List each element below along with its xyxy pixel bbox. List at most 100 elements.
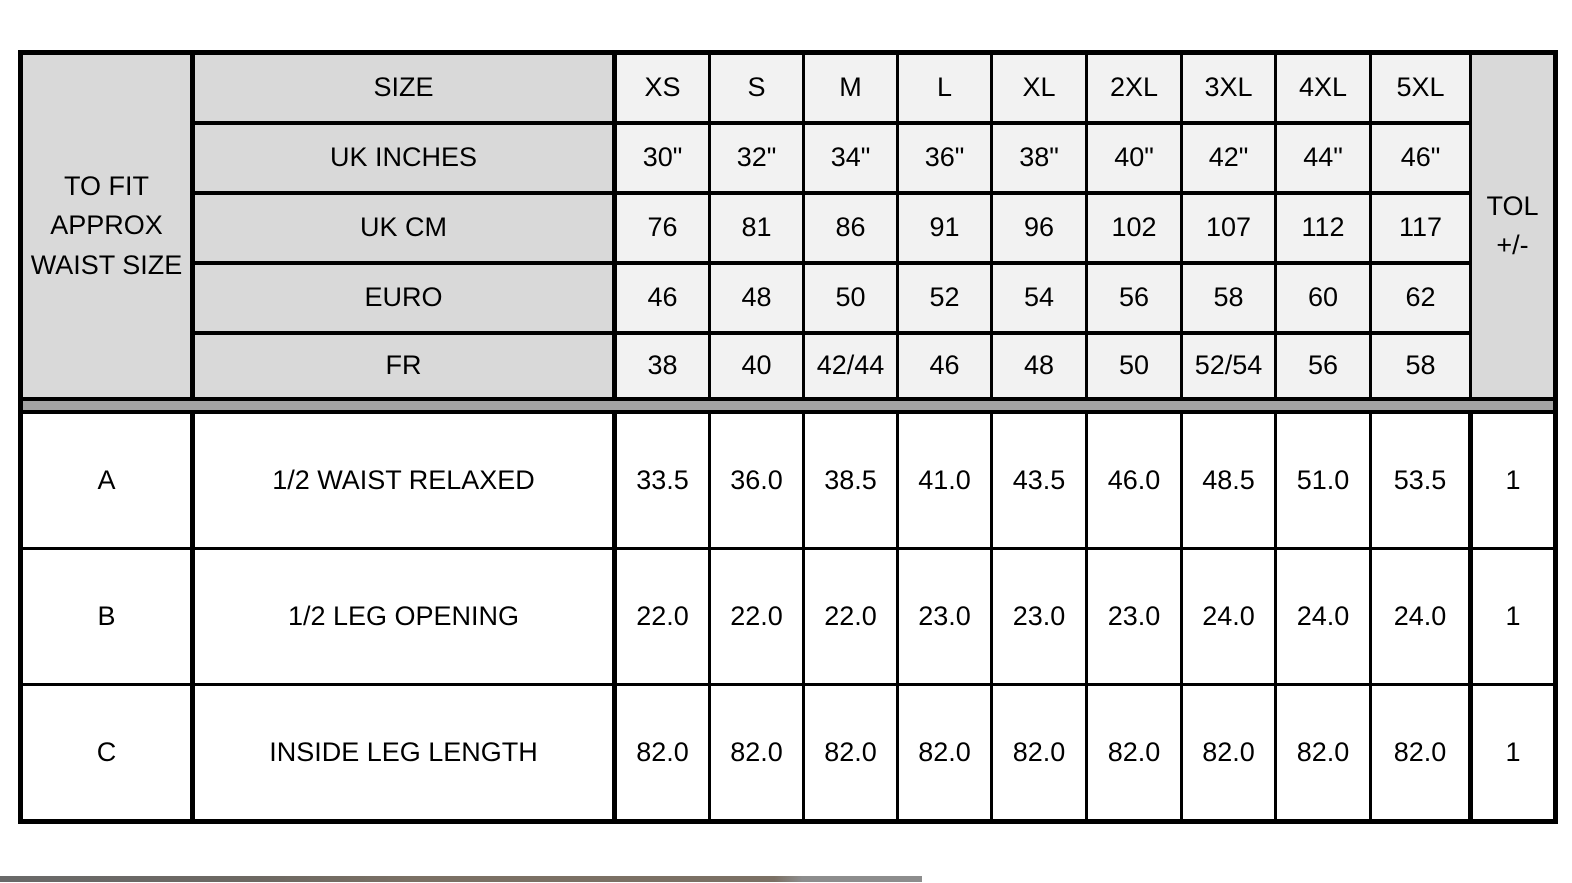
value-cell: 40 bbox=[708, 331, 805, 401]
value-cell: 38.5 bbox=[802, 410, 899, 550]
table-row-a: A 1/2 WAIST RELAXED 33.5 36.0 38.5 41.0 … bbox=[19, 410, 1557, 550]
value-cell: 40" bbox=[1085, 121, 1183, 195]
value-cell: 43.5 bbox=[990, 410, 1088, 550]
value-cell: 46 bbox=[612, 261, 711, 335]
row-key-cell: B bbox=[19, 547, 194, 686]
value-cell: 53.5 bbox=[1369, 410, 1472, 550]
value-cell: 46.0 bbox=[1085, 410, 1183, 550]
value-cell: 82.0 bbox=[613, 683, 711, 823]
value-cell: 36.0 bbox=[708, 410, 805, 550]
size-header-cell: XS bbox=[612, 50, 711, 125]
value-cell: 23.0 bbox=[1085, 547, 1183, 686]
header-label-euro: EURO bbox=[190, 261, 616, 335]
value-cell: 34" bbox=[802, 121, 899, 195]
value-cell: 76 bbox=[612, 191, 711, 265]
header-body-separator bbox=[19, 397, 1557, 414]
value-cell: 38" bbox=[990, 121, 1088, 195]
tol-value-cell: 1 bbox=[1468, 547, 1557, 686]
value-cell: 56 bbox=[1274, 331, 1372, 401]
value-cell: 112 bbox=[1274, 191, 1372, 265]
header-row-fr: FR 38 40 42/44 46 48 50 52/54 56 58 bbox=[21, 331, 1556, 401]
corner-cell: TO FIT APPROX WAIST SIZE bbox=[19, 50, 194, 401]
size-chart: TO FIT APPROX WAIST SIZE SIZE XS S M L X… bbox=[18, 50, 1558, 824]
size-header-cell: XL bbox=[990, 50, 1088, 125]
size-header-cell: S bbox=[708, 50, 805, 125]
header-row-uk-cm: UK CM 76 81 86 91 96 102 107 112 117 bbox=[21, 191, 1556, 265]
value-cell: 48.5 bbox=[1180, 410, 1277, 550]
value-cell: 30" bbox=[612, 121, 711, 195]
size-header-cell: 3XL bbox=[1180, 50, 1277, 125]
value-cell: 24.0 bbox=[1274, 547, 1372, 686]
value-cell: 58 bbox=[1369, 331, 1472, 401]
header-row-euro: EURO 46 48 50 52 54 56 58 60 62 bbox=[21, 261, 1556, 335]
value-cell: 82.0 bbox=[1369, 683, 1472, 823]
table-row-b: B 1/2 LEG OPENING 22.0 22.0 22.0 23.0 23… bbox=[19, 547, 1557, 686]
value-cell: 23.0 bbox=[896, 547, 993, 686]
value-cell: 42/44 bbox=[802, 331, 899, 401]
value-cell: 52 bbox=[896, 261, 993, 335]
size-header-cell: 5XL bbox=[1369, 50, 1472, 125]
row-key-cell: C bbox=[19, 683, 194, 823]
value-cell: 86 bbox=[802, 191, 899, 265]
value-cell: 82.0 bbox=[896, 683, 993, 823]
size-chart-table: TO FIT APPROX WAIST SIZE SIZE XS S M L X… bbox=[18, 50, 1558, 824]
value-cell: 117 bbox=[1369, 191, 1472, 265]
value-cell: 22.0 bbox=[708, 547, 805, 686]
value-cell: 48 bbox=[708, 261, 805, 335]
value-cell: 36" bbox=[896, 121, 993, 195]
header-row-uk-inches: UK INCHES 30" 32" 34" 36" 38" 40" 42" 44… bbox=[21, 121, 1556, 195]
cropped-bottom-bar bbox=[0, 876, 922, 882]
value-cell: 24.0 bbox=[1180, 547, 1277, 686]
value-cell: 96 bbox=[990, 191, 1088, 265]
value-cell: 62 bbox=[1369, 261, 1472, 335]
separator-band bbox=[19, 397, 1557, 414]
value-cell: 52/54 bbox=[1180, 331, 1277, 401]
value-cell: 44" bbox=[1274, 121, 1372, 195]
value-cell: 22.0 bbox=[802, 547, 899, 686]
value-cell: 33.5 bbox=[613, 410, 711, 550]
size-header-cell: M bbox=[802, 50, 899, 125]
header-label-size: SIZE bbox=[190, 50, 616, 125]
value-cell: 38 bbox=[612, 331, 711, 401]
value-cell: 50 bbox=[1085, 331, 1183, 401]
header-label-uk-cm: UK CM bbox=[190, 191, 616, 265]
value-cell: 46" bbox=[1369, 121, 1472, 195]
value-cell: 42" bbox=[1180, 121, 1277, 195]
value-cell: 82.0 bbox=[1180, 683, 1277, 823]
tol-value-cell: 1 bbox=[1468, 410, 1557, 550]
value-cell: 107 bbox=[1180, 191, 1277, 265]
value-cell: 56 bbox=[1085, 261, 1183, 335]
value-cell: 82.0 bbox=[708, 683, 805, 823]
measure-label-cell: 1/2 LEG OPENING bbox=[190, 547, 617, 686]
value-cell: 22.0 bbox=[613, 547, 711, 686]
value-cell: 23.0 bbox=[990, 547, 1088, 686]
value-cell: 24.0 bbox=[1369, 547, 1472, 686]
value-cell: 41.0 bbox=[896, 410, 993, 550]
value-cell: 81 bbox=[708, 191, 805, 265]
value-cell: 32" bbox=[708, 121, 805, 195]
table-row-c: C INSIDE LEG LENGTH 82.0 82.0 82.0 82.0 … bbox=[19, 683, 1557, 823]
measure-label-cell: 1/2 WAIST RELAXED bbox=[190, 410, 617, 550]
header-row-size: TO FIT APPROX WAIST SIZE SIZE XS S M L X… bbox=[19, 50, 1557, 401]
value-cell: 82.0 bbox=[1085, 683, 1183, 823]
size-header-cell: 2XL bbox=[1085, 50, 1183, 125]
value-cell: 82.0 bbox=[1274, 683, 1372, 823]
row-key-cell: A bbox=[19, 410, 194, 550]
value-cell: 91 bbox=[896, 191, 993, 265]
value-cell: 60 bbox=[1274, 261, 1372, 335]
size-header-cell: 4XL bbox=[1274, 50, 1372, 125]
header-label-fr: FR bbox=[190, 331, 616, 401]
value-cell: 51.0 bbox=[1274, 410, 1372, 550]
value-cell: 82.0 bbox=[990, 683, 1088, 823]
tol-value-cell: 1 bbox=[1468, 683, 1557, 823]
value-cell: 102 bbox=[1085, 191, 1183, 265]
value-cell: 58 bbox=[1180, 261, 1277, 335]
value-cell: 50 bbox=[802, 261, 899, 335]
header-label-uk-inches: UK INCHES bbox=[190, 121, 616, 195]
value-cell: 54 bbox=[990, 261, 1088, 335]
tol-header-cell: TOL +/- bbox=[1469, 50, 1557, 401]
value-cell: 46 bbox=[896, 331, 993, 401]
measure-label-cell: INSIDE LEG LENGTH bbox=[190, 683, 617, 823]
size-header-cell: L bbox=[896, 50, 993, 125]
value-cell: 48 bbox=[990, 331, 1088, 401]
